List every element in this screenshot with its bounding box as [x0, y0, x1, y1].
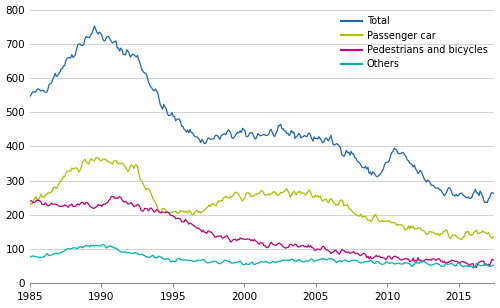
Pedestrians and bicycles: [108, 195, 114, 198]
Pedestrians and bicycles: [27, 199, 33, 203]
Passenger car: [490, 235, 496, 238]
Total: [362, 166, 368, 170]
Total: [484, 201, 490, 205]
Others: [380, 262, 386, 266]
Others: [470, 266, 476, 270]
Total: [380, 167, 386, 171]
Pedestrians and bicycles: [438, 259, 444, 263]
Others: [27, 255, 33, 259]
Pedestrians and bicycles: [282, 246, 288, 250]
Total: [27, 95, 33, 98]
Pedestrians and bicycles: [474, 265, 480, 269]
Passenger car: [458, 238, 464, 241]
Total: [490, 192, 496, 195]
Total: [282, 129, 288, 133]
Total: [92, 24, 98, 28]
Passenger car: [362, 215, 368, 218]
Pedestrians and bicycles: [380, 256, 386, 260]
Line: Passenger car: Passenger car: [30, 158, 494, 240]
Passenger car: [95, 156, 101, 160]
Passenger car: [282, 188, 288, 192]
Others: [418, 259, 424, 263]
Others: [490, 263, 496, 267]
Total: [438, 188, 444, 192]
Total: [244, 135, 250, 139]
Passenger car: [418, 228, 424, 232]
Others: [244, 262, 250, 266]
Pedestrians and bicycles: [418, 260, 424, 264]
Pedestrians and bicycles: [490, 258, 496, 262]
Others: [362, 260, 368, 263]
Pedestrians and bicycles: [244, 237, 250, 241]
Line: Total: Total: [30, 26, 494, 203]
Others: [282, 258, 288, 262]
Passenger car: [244, 191, 250, 195]
Line: Others: Others: [30, 244, 494, 268]
Passenger car: [27, 203, 33, 206]
Others: [438, 264, 444, 268]
Passenger car: [438, 232, 444, 236]
Legend: Total, Passenger car, Pedestrians and bicycles, Others: Total, Passenger car, Pedestrians and bi…: [336, 12, 492, 73]
Pedestrians and bicycles: [362, 252, 368, 256]
Others: [100, 242, 106, 246]
Passenger car: [380, 220, 386, 224]
Line: Pedestrians and bicycles: Pedestrians and bicycles: [30, 197, 494, 267]
Total: [418, 171, 424, 174]
